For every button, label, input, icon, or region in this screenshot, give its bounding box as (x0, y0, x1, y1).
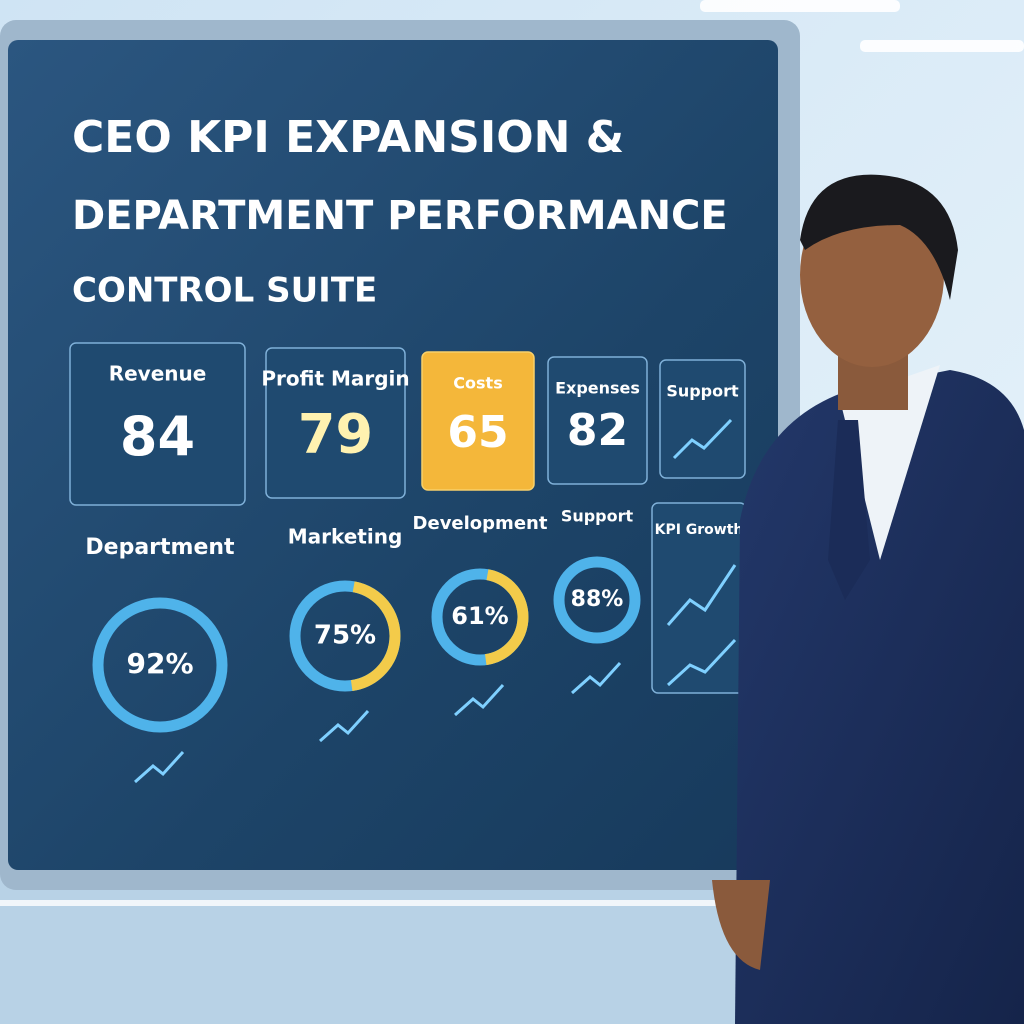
kpi-card (659, 359, 746, 479)
kpi-value: 84 (120, 405, 195, 468)
kpi-label: Revenue (109, 362, 207, 386)
donut-track (92, 597, 228, 733)
kpi-card (265, 347, 406, 499)
kpi-label: Support (666, 382, 739, 401)
donut-label: Department (85, 535, 235, 560)
suit (735, 370, 1024, 1024)
donut-accent (431, 568, 529, 666)
sparkline (672, 418, 733, 460)
donut-value: 92% (126, 647, 193, 680)
kpi-card (69, 342, 246, 506)
donut-label: Marketing (288, 525, 403, 549)
kpi-card (547, 356, 648, 485)
title-line: CEO KPI EXPANSION & (72, 112, 624, 163)
kpi-label: Expenses (555, 379, 640, 398)
kpi-value: 82 (567, 405, 628, 456)
trend-arrow (571, 661, 622, 695)
donut-value: 61% (451, 602, 508, 630)
ceiling-light (700, 0, 900, 12)
sparkline (666, 638, 737, 687)
donut-label: Development (413, 513, 548, 534)
kpi-label: Costs (453, 374, 502, 393)
title-line: DEPARTMENT PERFORMANCE (72, 193, 728, 239)
trend-arrow (454, 683, 505, 717)
ceiling-light (860, 40, 1024, 52)
hand (712, 880, 770, 970)
counter (0, 870, 760, 1024)
donut-accent (289, 580, 401, 692)
title-line: CONTROL SUITE (72, 271, 377, 311)
hair (800, 174, 958, 300)
kpi-value: 79 (298, 403, 373, 466)
tie (828, 420, 870, 600)
donut-value: 75% (314, 621, 376, 651)
trend-arrow (134, 750, 185, 784)
sparkline (666, 564, 737, 626)
donut-track (553, 556, 641, 644)
kpi-label: Profit Margin (261, 367, 409, 391)
trend-arrow (319, 709, 370, 743)
kpi-value: 65 (447, 407, 508, 458)
kpi-card (421, 351, 535, 491)
donut-value: 88% (571, 587, 624, 612)
shirt (840, 365, 940, 560)
growth-label: KPI Growth (655, 522, 744, 538)
counter-light (0, 900, 760, 906)
donut-label: Support (561, 507, 634, 526)
